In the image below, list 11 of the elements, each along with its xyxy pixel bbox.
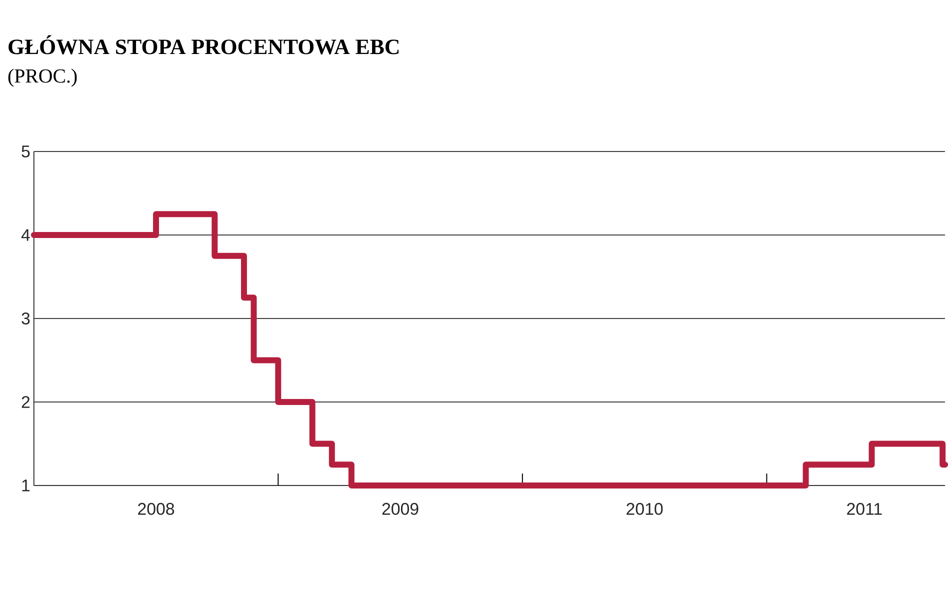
x-tick-label: 2009: [382, 502, 418, 515]
y-tick-label: 3: [22, 312, 30, 324]
x-tick-label: 2011: [847, 502, 882, 515]
x-tick-label: 2008: [138, 502, 174, 515]
y-tick-label: 2: [22, 396, 30, 408]
y-tick-label: 5: [22, 146, 30, 158]
x-tick-label: 2010: [626, 502, 663, 515]
y-tick-label: 4: [21, 229, 30, 241]
y-tick-label: 1: [22, 480, 30, 492]
chart-title: GŁÓWNA STOPA PROCENTOWA EBC: [8, 35, 399, 54]
chart-subtitle: (PROC.): [8, 68, 77, 87]
